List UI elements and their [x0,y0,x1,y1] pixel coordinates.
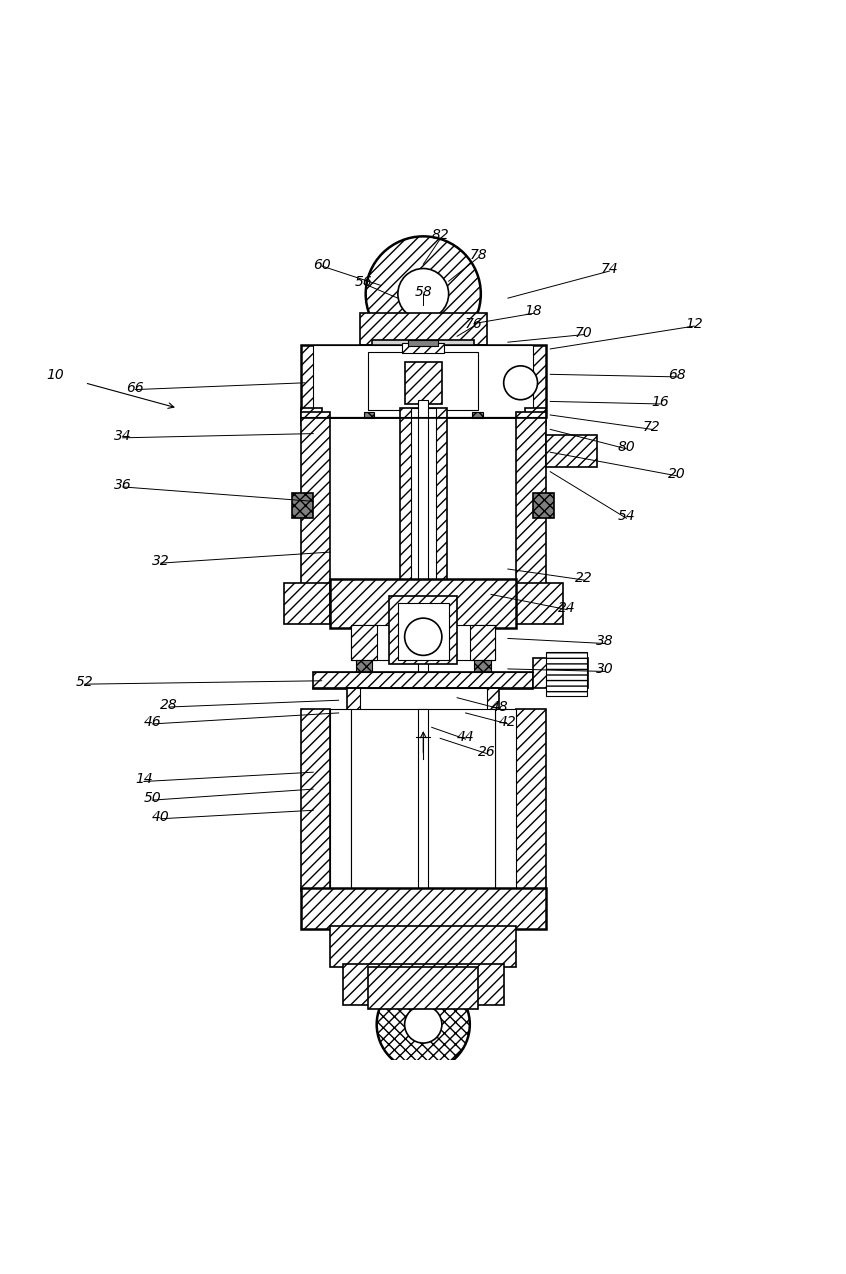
Text: 14: 14 [135,772,152,786]
Circle shape [503,366,537,400]
Bar [313,345,533,417]
Text: 28: 28 [161,698,178,712]
Text: 58: 58 [415,285,431,299]
Bar [360,313,486,345]
Bar [364,412,374,419]
Bar [546,436,596,468]
Text: 22: 22 [575,571,592,585]
Text: 40: 40 [152,809,169,823]
Bar [368,353,478,410]
Text: 60: 60 [313,257,330,271]
Text: 42: 42 [499,715,516,729]
Bar [355,660,372,675]
Text: 34: 34 [114,428,131,442]
Bar [533,659,588,688]
Text: 46: 46 [144,715,161,729]
Bar [351,626,495,661]
Text: 18: 18 [525,304,541,318]
Bar [495,708,516,891]
Bar [418,400,428,688]
Text: 54: 54 [618,510,634,524]
Text: 48: 48 [491,699,508,713]
Bar [283,583,330,624]
Bar [300,888,546,929]
Bar [347,688,499,724]
Circle shape [376,978,470,1071]
Bar [402,344,444,353]
Bar [472,412,482,419]
Bar [351,708,495,891]
Bar [470,626,495,661]
Text: 10: 10 [47,368,63,382]
Bar [525,409,546,426]
Text: 30: 30 [596,662,613,676]
Bar [292,493,313,519]
Text: 44: 44 [457,730,474,744]
Text: 32: 32 [152,554,169,568]
Bar [516,413,546,586]
Bar [300,409,321,426]
Bar [313,673,533,689]
Bar [474,660,491,675]
Circle shape [398,269,448,320]
Text: 52: 52 [76,675,93,689]
Bar [330,580,516,628]
Bar [410,409,436,590]
Bar [300,413,330,586]
Bar [343,964,503,1005]
Bar [360,688,486,724]
Text: 70: 70 [575,325,592,339]
Circle shape [365,237,481,352]
Circle shape [404,618,442,656]
Text: 20: 20 [668,466,685,480]
Text: 12: 12 [685,317,702,331]
Bar [516,708,546,891]
Bar [399,409,447,590]
Text: 16: 16 [651,395,668,409]
Text: 78: 78 [470,247,486,261]
Text: 26: 26 [478,744,495,758]
Bar [389,596,457,664]
Text: 50: 50 [144,791,161,805]
Bar [330,708,351,891]
Bar [330,926,516,967]
Text: 24: 24 [558,600,575,614]
Text: 68: 68 [668,368,685,382]
Bar [398,603,448,661]
Bar [546,652,586,696]
Bar [408,340,438,347]
Polygon shape [408,724,438,736]
Text: 72: 72 [643,420,660,434]
Bar [404,362,442,404]
Bar [368,967,478,1009]
Bar [372,341,474,349]
Circle shape [404,1006,442,1043]
Bar [418,708,428,891]
Bar [300,708,330,891]
Text: 82: 82 [431,228,448,242]
Bar [351,626,376,661]
Bar [300,345,546,417]
Bar [516,583,563,624]
Text: 74: 74 [601,262,618,276]
Bar [533,493,554,519]
Text: 56: 56 [355,275,372,289]
Text: 76: 76 [465,317,482,331]
Text: 80: 80 [618,440,634,454]
Text: 38: 38 [596,634,613,648]
Text: 66: 66 [127,381,144,395]
Text: 36: 36 [114,478,131,492]
